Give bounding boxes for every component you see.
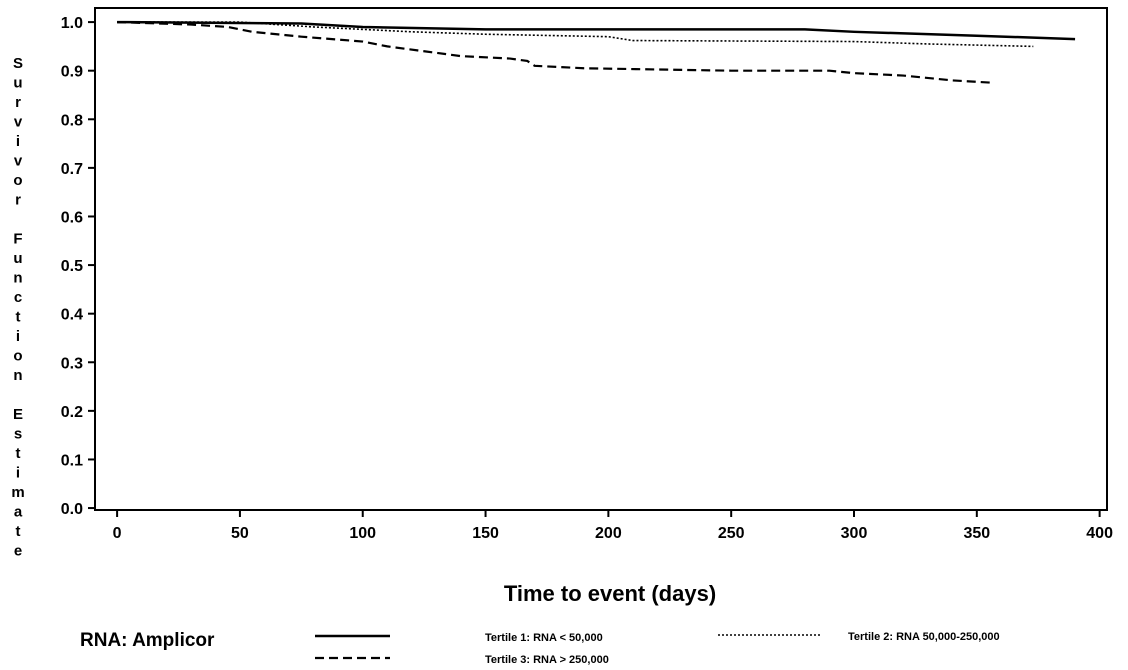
x-tick-label: 100	[349, 525, 376, 542]
y-tick-label: 0.9	[61, 64, 83, 81]
x-tick-label: 200	[595, 525, 622, 542]
y-tick-label: 0.5	[61, 258, 83, 275]
y-tick-label: 0.0	[61, 501, 83, 518]
x-tick-label: 50	[231, 525, 249, 542]
legend-label: Tertile 3: RNA > 250,000	[485, 654, 609, 665]
y-tick-label: 0.2	[61, 404, 83, 421]
x-tick-label: 250	[718, 525, 745, 542]
survival-curve	[117, 20, 1076, 41]
y-tick-label: 0.3	[61, 355, 83, 372]
legend-label: Tertile 1: RNA < 50,000	[485, 632, 603, 644]
x-tick-label: 400	[1086, 525, 1113, 542]
x-tick-label: 300	[841, 525, 868, 542]
x-tick-label: 350	[963, 525, 990, 542]
y-tick-label: 1.0	[61, 15, 83, 32]
y-tick-label: 0.4	[61, 307, 83, 324]
legend-label: Tertile 2: RNA 50,000-250,000	[848, 631, 1000, 643]
x-tick-label: 150	[472, 525, 499, 542]
legend-title: RNA: Amplicor	[80, 630, 215, 651]
y-tick-label: 0.6	[61, 209, 83, 226]
y-tick-label: 0.1	[61, 452, 83, 469]
plot-frame	[94, 7, 1108, 511]
x-tick-label: 0	[113, 525, 122, 542]
survival-curve	[117, 20, 995, 84]
x-axis-label: Time to event (days)	[504, 581, 716, 606]
y-tick-label: 0.8	[61, 112, 83, 129]
y-tick-label: 0.7	[61, 161, 83, 178]
